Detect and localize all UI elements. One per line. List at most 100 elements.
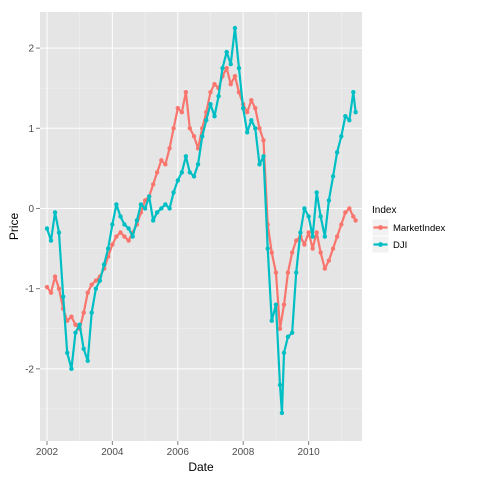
data-point-marketindex: [184, 90, 188, 94]
data-point-marketindex: [347, 206, 351, 210]
data-point-dji: [208, 102, 212, 106]
data-point-marketindex: [73, 323, 77, 327]
data-point-dji: [200, 134, 204, 138]
data-point-marketindex: [261, 138, 265, 142]
data-point-marketindex: [159, 158, 163, 162]
data-point-marketindex: [155, 170, 159, 174]
legend: Index MarketIndex DJI: [372, 205, 446, 253]
data-point-dji: [130, 234, 134, 238]
data-point-dji: [114, 202, 118, 206]
y-axis-title: Price: [7, 213, 21, 241]
x-tick-label: 2006: [167, 447, 190, 458]
data-point-marketindex: [343, 210, 347, 214]
data-point-dji: [192, 174, 196, 178]
data-point-dji: [331, 174, 335, 178]
data-point-marketindex: [282, 302, 286, 306]
data-point-dji: [65, 351, 69, 355]
data-point-marketindex: [86, 290, 90, 294]
data-point-dji: [278, 383, 282, 387]
data-point-dji: [274, 302, 278, 306]
data-point-marketindex: [318, 250, 322, 254]
data-point-dji: [188, 170, 192, 174]
data-point-dji: [261, 154, 265, 158]
data-point-dji: [351, 90, 355, 94]
legend-item-dji: DJI: [372, 236, 407, 253]
data-point-marketindex: [331, 246, 335, 250]
data-point-dji: [143, 206, 147, 210]
x-tick-label: 2002: [36, 447, 59, 458]
y-axis: -2 -1 0 1 2: [25, 44, 40, 376]
data-point-marketindex: [57, 286, 61, 290]
legend-key-point: [378, 242, 383, 247]
data-point-dji: [86, 359, 90, 363]
data-point-marketindex: [257, 126, 261, 130]
data-point-marketindex: [310, 246, 314, 250]
data-point-dji: [280, 411, 284, 415]
data-point-marketindex: [270, 250, 274, 254]
data-point-marketindex: [151, 182, 155, 186]
data-point-dji: [290, 331, 294, 335]
legend-label: DJI: [393, 240, 407, 251]
y-tick-label: -2: [25, 364, 34, 375]
data-point-marketindex: [290, 250, 294, 254]
data-point-marketindex: [118, 230, 122, 234]
data-point-marketindex: [180, 110, 184, 114]
data-point-dji: [139, 202, 143, 206]
data-point-dji: [353, 110, 357, 114]
legend-title: Index: [372, 205, 396, 216]
data-point-marketindex: [339, 222, 343, 226]
data-point-marketindex: [314, 230, 318, 234]
data-point-marketindex: [327, 258, 331, 262]
legend-item-marketindex: MarketIndex: [372, 219, 446, 236]
data-point-dji: [159, 206, 163, 210]
data-point-dji: [266, 246, 270, 250]
data-point-marketindex: [49, 290, 53, 294]
data-point-dji: [155, 210, 159, 214]
data-point-marketindex: [89, 282, 93, 286]
y-tick-label: 0: [28, 204, 34, 215]
data-point-marketindex: [274, 270, 278, 274]
data-point-marketindex: [302, 242, 306, 246]
data-point-dji: [306, 214, 310, 218]
data-point-dji: [147, 194, 151, 198]
data-point-marketindex: [176, 106, 180, 110]
data-point-dji: [249, 118, 253, 122]
data-point-dji: [126, 226, 130, 230]
y-tick-label: 1: [28, 124, 34, 135]
data-point-dji: [73, 331, 77, 335]
data-point-dji: [163, 202, 167, 206]
data-point-dji: [241, 106, 245, 110]
data-point-dji: [282, 351, 286, 355]
data-point-marketindex: [82, 311, 86, 315]
data-point-dji: [314, 190, 318, 194]
data-point-dji: [237, 66, 241, 70]
data-point-dji: [286, 335, 290, 339]
data-point-dji: [327, 198, 331, 202]
data-point-dji: [151, 218, 155, 222]
data-point-marketindex: [323, 266, 327, 270]
x-tick-label: 2010: [298, 447, 321, 458]
y-tick-label: -1: [25, 284, 34, 295]
data-point-marketindex: [69, 315, 73, 319]
data-point-marketindex: [294, 238, 298, 242]
data-point-dji: [171, 190, 175, 194]
data-point-marketindex: [229, 82, 233, 86]
data-point-marketindex: [335, 234, 339, 238]
data-point-dji: [204, 118, 208, 122]
legend-key-point: [378, 225, 383, 230]
data-point-marketindex: [94, 278, 98, 282]
data-point-dji: [82, 347, 86, 351]
y-tick-label: 2: [28, 44, 34, 55]
data-point-dji: [69, 367, 73, 371]
data-point-dji: [167, 206, 171, 210]
data-point-marketindex: [278, 327, 282, 331]
data-point-dji: [53, 210, 57, 214]
data-point-dji: [118, 214, 122, 218]
data-point-dji: [89, 311, 93, 315]
data-point-dji: [45, 226, 49, 230]
data-point-dji: [135, 218, 139, 222]
data-point-marketindex: [163, 162, 167, 166]
data-point-dji: [212, 114, 216, 118]
data-point-marketindex: [253, 106, 257, 110]
